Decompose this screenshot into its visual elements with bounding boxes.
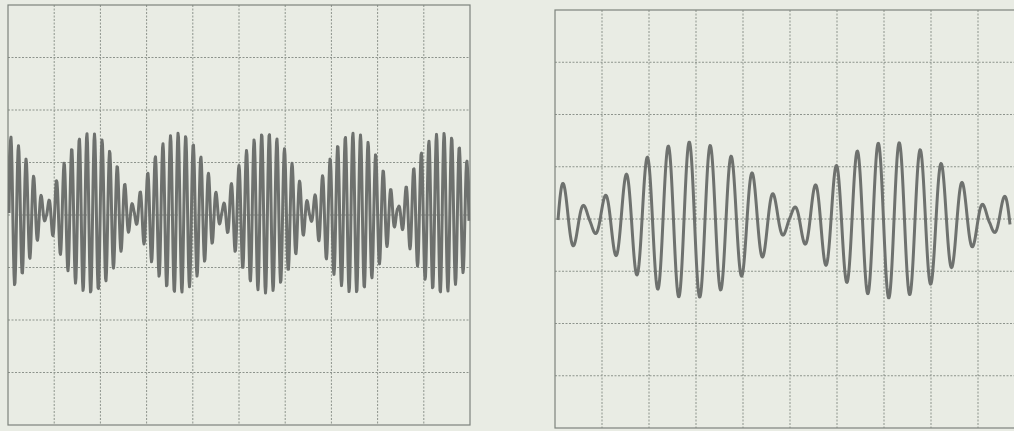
oscilloscope-figure — [0, 0, 1014, 431]
